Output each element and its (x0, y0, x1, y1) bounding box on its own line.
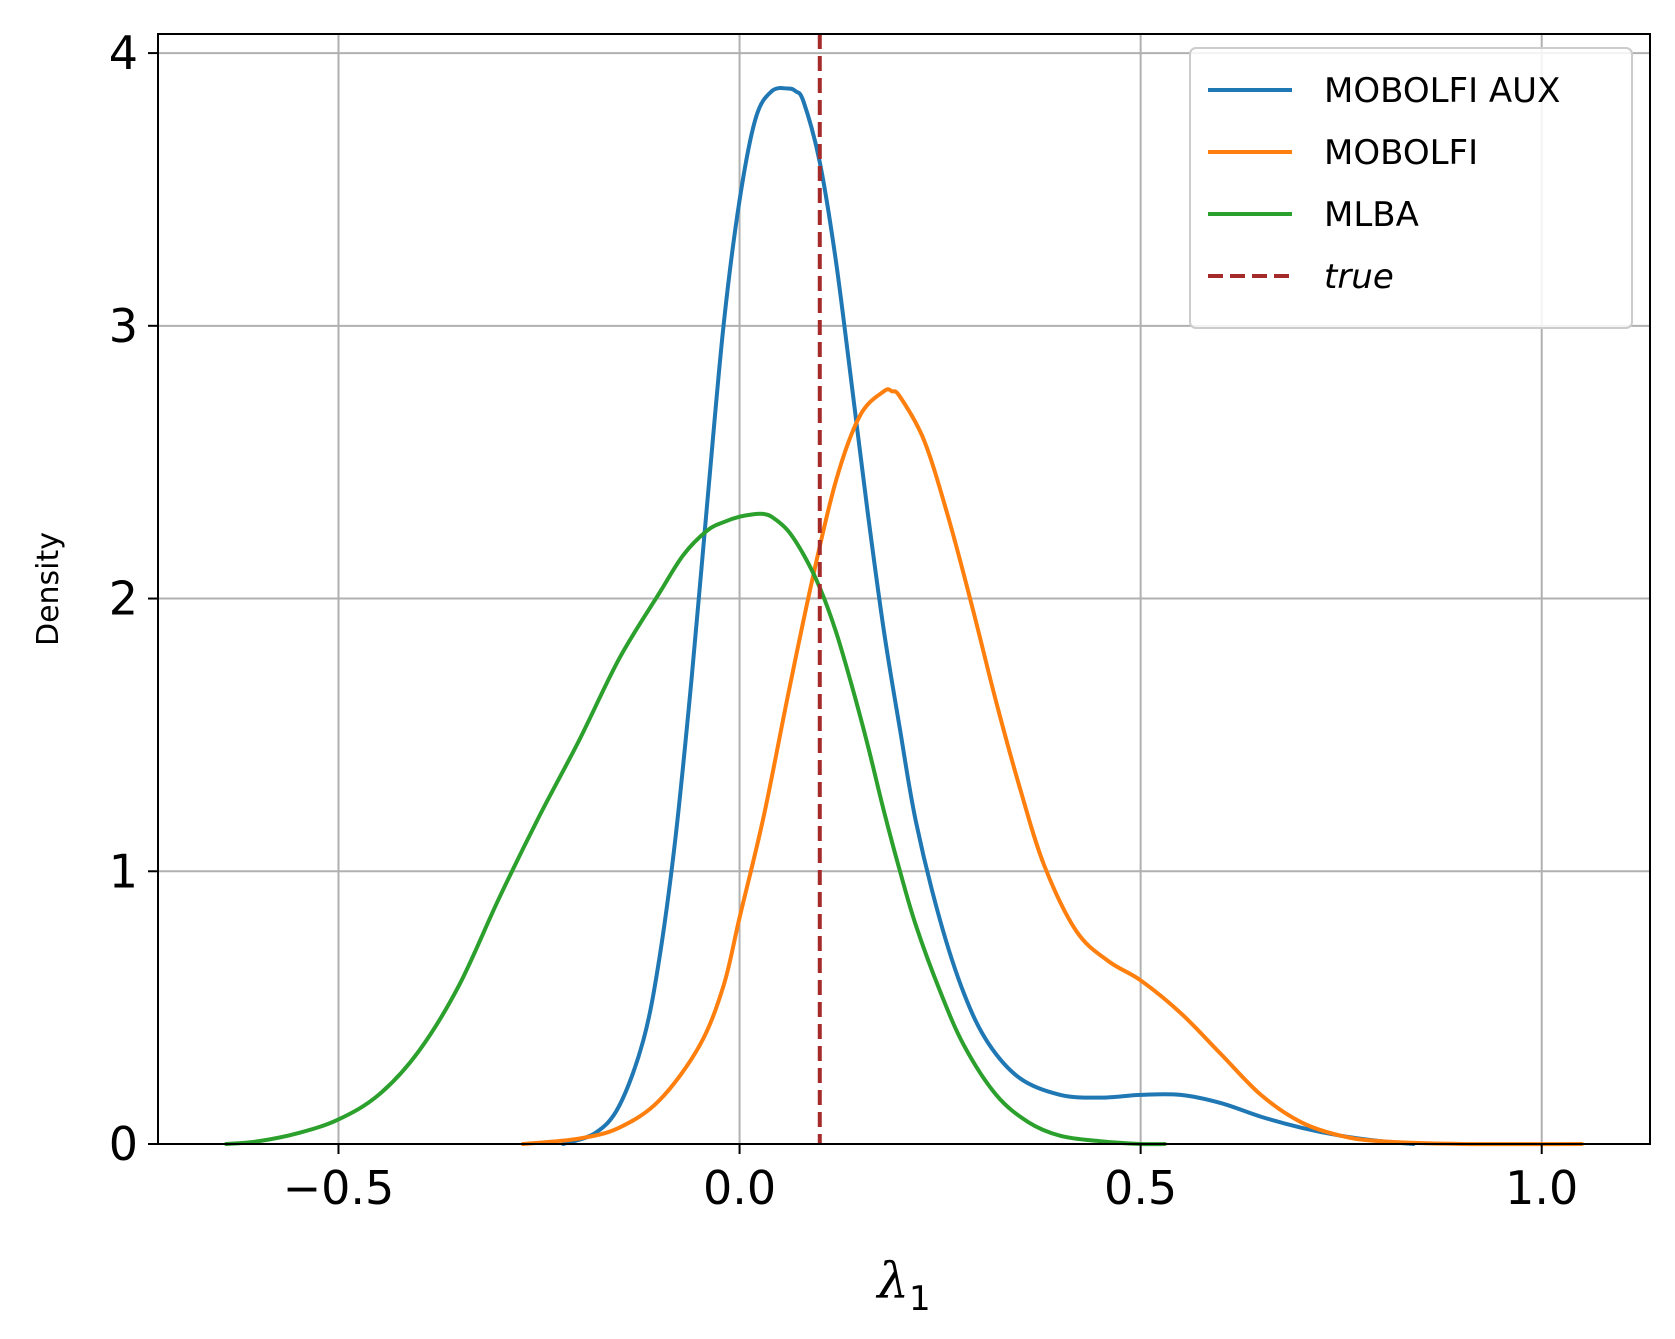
series-line-mlba (224, 511, 1167, 1147)
legend-label: MOBOLFI (1324, 133, 1478, 173)
x-axis-label: λ1 (875, 1252, 930, 1319)
y-tick-label: 0 (109, 1117, 138, 1171)
series-layer (224, 86, 1584, 1147)
legend-label: MLBA (1324, 195, 1419, 235)
x-axis-label-main: λ (875, 1252, 909, 1310)
plot-frame (157, 33, 1651, 1145)
y-axis-label: Density (31, 532, 66, 646)
y-tick-label: 3 (109, 299, 138, 353)
y-tick-label: 2 (109, 572, 138, 626)
x-tick-label: −0.5 (283, 1161, 395, 1215)
ticks: −0.5 0.0 0.5 1.0 0 1 2 3 4 (109, 26, 1579, 1215)
x-tick-label: 1.0 (1505, 1161, 1578, 1215)
y-tick-label: 4 (109, 26, 138, 80)
x-tick-label: 0.0 (703, 1161, 776, 1215)
x-tick-label: 0.5 (1104, 1161, 1177, 1215)
legend: MOBOLFI AUX MOBOLFI MLBA true (1189, 47, 1633, 329)
series-line-mobolfi (520, 387, 1584, 1147)
legend-label: MOBOLFI AUX (1324, 71, 1560, 111)
y-tick-label: 1 (109, 844, 138, 898)
x-axis-label-subscript: 1 (909, 1279, 931, 1319)
legend-box (1189, 47, 1633, 329)
series-line-mobolfi-aux (561, 86, 1416, 1146)
legend-label: true (1324, 257, 1394, 297)
